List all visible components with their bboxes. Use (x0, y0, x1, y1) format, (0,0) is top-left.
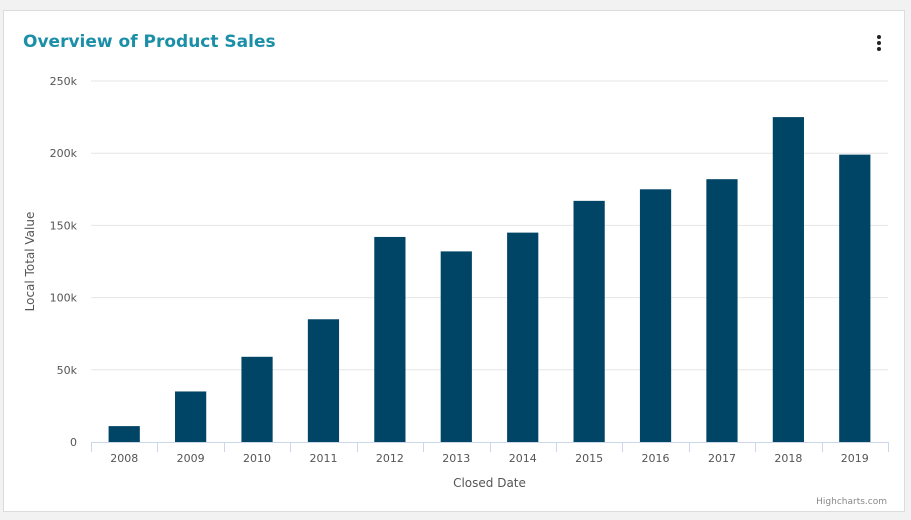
credits-link[interactable]: Highcharts.com (816, 497, 887, 507)
y-tick-label: 0 (70, 436, 77, 449)
bar-chart: 0 50k 100k 150k 200k 250k 2008 2009 2010 2011 2012… (23, 75, 889, 490)
x-tick-label: 2008 (110, 452, 138, 465)
bar-2016 (639, 189, 672, 442)
bar-2013 (440, 251, 472, 442)
x-tick-label: 2011 (309, 452, 337, 465)
chart-card: Overview of Product Sales 0 50k 100k 150k 20… (3, 10, 905, 512)
bar-2018 (772, 117, 804, 442)
y-tick-label: 100k (50, 292, 78, 305)
bar-2019 (839, 154, 871, 443)
bar-2009 (175, 391, 207, 442)
x-axis-title: Closed Date (453, 476, 526, 490)
bar-2015 (573, 200, 605, 442)
x-tick-label: 2019 (841, 452, 869, 465)
bar-2014 (507, 232, 539, 442)
menu-dot (877, 47, 881, 51)
x-tick-label: 2015 (575, 452, 603, 465)
menu-dot (877, 41, 881, 45)
bar-2010 (241, 356, 273, 442)
bar-2017 (706, 179, 738, 442)
y-tick-label: 50k (57, 364, 78, 377)
x-tick-label: 2014 (509, 452, 537, 465)
bar-2011 (307, 319, 340, 442)
menu-dot (877, 35, 881, 39)
x-tick-label: 2009 (177, 452, 205, 465)
x-tick-label: 2016 (642, 452, 670, 465)
x-tick-label: 2012 (376, 452, 404, 465)
y-tick-label: 200k (50, 147, 78, 160)
y-tick-label: 250k (50, 75, 78, 88)
x-tick-label: 2010 (243, 452, 271, 465)
x-tick-label: 2013 (442, 452, 470, 465)
chart-title: Overview of Product Sales (23, 32, 276, 52)
y-tick-label: 150k (50, 219, 78, 232)
bar-2012 (374, 236, 406, 442)
y-axis-title: Local Total Value (23, 212, 37, 312)
more-vertical-icon[interactable] (872, 33, 886, 53)
x-tick-label: 2018 (774, 452, 802, 465)
x-tick-label: 2017 (708, 452, 736, 465)
bar-2008 (108, 426, 140, 442)
